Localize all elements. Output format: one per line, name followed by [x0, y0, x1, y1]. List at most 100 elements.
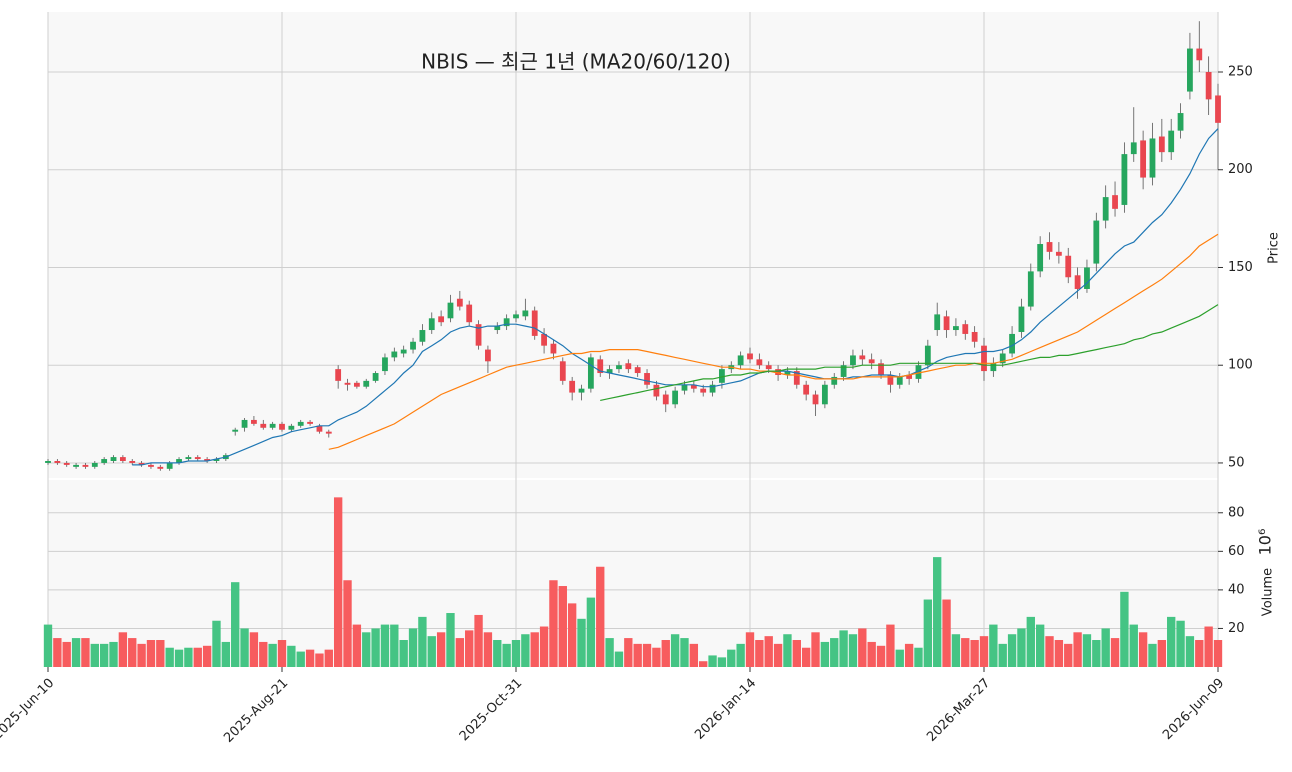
candle-body — [1196, 48, 1203, 61]
candle-body — [316, 425, 323, 432]
candle-body — [887, 374, 894, 385]
volume-bar — [792, 640, 801, 667]
y-tick-label: 60 — [1228, 544, 1245, 559]
volume-bar — [109, 641, 118, 667]
candle-body — [700, 388, 707, 393]
volume-bar — [961, 638, 970, 667]
volume-bar — [1064, 643, 1073, 667]
volume-bar — [1167, 616, 1176, 667]
candle-body — [896, 376, 903, 385]
candle-body — [260, 423, 267, 428]
candle-body — [597, 359, 604, 374]
candle-body — [1177, 113, 1184, 131]
volume-bar — [1148, 643, 1157, 667]
candle-body — [176, 459, 182, 463]
volume-bar — [418, 616, 427, 667]
volume-bar — [596, 566, 605, 667]
volume-bar — [465, 630, 474, 667]
volume-bar — [71, 638, 81, 667]
volume-bar — [1138, 632, 1148, 667]
volume-bar — [259, 641, 268, 667]
candle-body — [616, 365, 622, 370]
volume-bar — [530, 632, 539, 667]
volume-bar — [408, 628, 418, 667]
volume-bar — [914, 647, 923, 667]
volume-bar — [53, 638, 62, 667]
volume-bar — [221, 641, 231, 667]
volume-bar — [549, 580, 558, 667]
volume-bar — [680, 638, 689, 667]
candle-body — [54, 460, 61, 463]
volume-bar — [895, 649, 904, 667]
candle-body — [157, 466, 164, 469]
candle-body — [1205, 72, 1212, 100]
volume-bar — [1185, 636, 1195, 667]
candle-body — [456, 298, 463, 307]
candle-body — [344, 382, 351, 385]
candle-body — [1027, 271, 1034, 307]
y-tick-label: 150 — [1228, 260, 1253, 275]
volume-bar — [212, 620, 221, 667]
volume-bar — [1204, 626, 1213, 667]
candle-body — [578, 388, 585, 393]
candle-body — [438, 316, 445, 323]
candle-body — [662, 394, 669, 405]
y-tick-label: 80 — [1228, 505, 1245, 520]
candle-body — [1084, 267, 1090, 289]
candle-body — [110, 457, 117, 461]
volume-bar — [614, 651, 624, 667]
candle-body — [82, 464, 89, 467]
candle-body — [934, 314, 941, 331]
volume-bar — [867, 641, 876, 667]
candle-body — [494, 326, 501, 331]
x-tick-label: 2026-Jun-09 — [1160, 676, 1227, 743]
candle-body — [690, 384, 697, 389]
volume-bar — [820, 641, 830, 667]
candle-body — [241, 419, 248, 428]
volume-bar — [371, 628, 380, 667]
volume-bar — [362, 632, 371, 667]
volume-bar — [156, 640, 165, 667]
volume-bar — [436, 632, 446, 667]
candle-body — [672, 390, 679, 405]
volume-bar — [1213, 640, 1223, 667]
volume-bar — [1007, 634, 1017, 667]
chart-title: NBIS — 최근 1년 (MA20/60/120) — [421, 50, 731, 74]
candle-body — [681, 384, 688, 391]
candle-body — [1055, 251, 1062, 256]
candle-body — [353, 382, 360, 387]
candle-body — [447, 302, 454, 319]
candle-body — [410, 341, 416, 350]
volume-bar — [801, 647, 811, 667]
candle-body — [1112, 195, 1118, 209]
volume-bar — [43, 624, 53, 667]
candle-body — [288, 425, 295, 430]
volume-bar — [886, 624, 895, 667]
x-tick-label: 2025-Aug-21 — [221, 676, 291, 746]
volume-bar — [128, 638, 137, 667]
volume-bar — [62, 641, 71, 667]
volume-bar — [240, 628, 249, 667]
volume-bar — [287, 645, 296, 667]
candle-body — [251, 419, 257, 424]
candle-body — [850, 355, 856, 366]
volume-bar — [1101, 628, 1110, 667]
volume-bar — [1073, 632, 1082, 667]
volume-bar — [352, 624, 362, 667]
volume-bar — [839, 630, 848, 667]
candle-body — [962, 324, 969, 334]
candle-body — [606, 369, 613, 374]
volume-bar — [324, 649, 333, 667]
candle-body — [1140, 140, 1147, 178]
candle-body — [868, 359, 875, 364]
volume-bar — [811, 632, 820, 667]
volume-bar — [567, 603, 577, 667]
volume-bar — [146, 640, 156, 667]
moving-average-line — [328, 233, 1219, 450]
candle-body — [503, 318, 510, 327]
volume-bar — [1129, 624, 1138, 667]
candle-body — [812, 394, 819, 405]
x-tick-label: 2025-Jun-10 — [0, 676, 57, 743]
volume-bar — [1017, 628, 1026, 667]
volume-bar — [689, 643, 699, 667]
